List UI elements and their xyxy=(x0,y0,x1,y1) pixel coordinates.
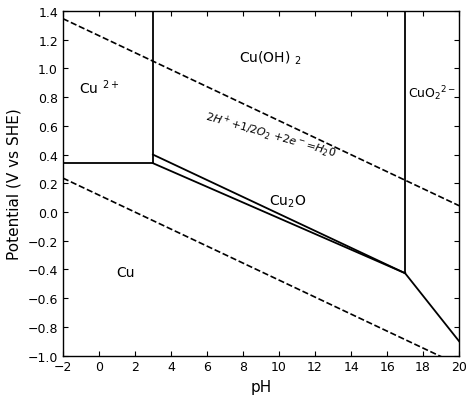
X-axis label: pH: pH xyxy=(250,379,272,394)
Text: Cu $^{2+}$: Cu $^{2+}$ xyxy=(79,79,119,97)
Text: CuO$_2$$^{2-}$: CuO$_2$$^{2-}$ xyxy=(408,84,456,103)
Text: $2H^+$+$1/2O_2$ +$2e^-$=$H_2$0: $2H^+$+$1/2O_2$ +$2e^-$=$H_2$0 xyxy=(202,108,337,162)
Text: Cu: Cu xyxy=(117,266,135,279)
Y-axis label: Potential (V vs SHE): Potential (V vs SHE) xyxy=(7,108,22,259)
Text: Cu(OH) $_{2}$: Cu(OH) $_{2}$ xyxy=(239,49,301,67)
Text: Cu$_2$O: Cu$_2$O xyxy=(269,193,307,209)
